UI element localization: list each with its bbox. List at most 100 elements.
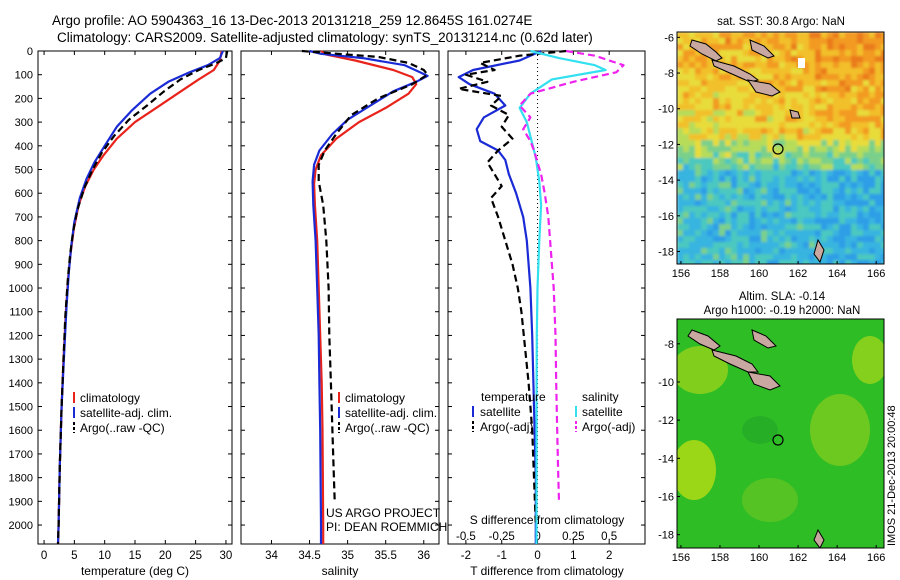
- sst-cell: [815, 56, 822, 63]
- sst-cell: [827, 38, 834, 45]
- sst-cell: [815, 134, 822, 141]
- series-line-s-argo-adj-: [518, 49, 625, 502]
- sst-cell: [725, 170, 732, 177]
- sst-cell: [695, 86, 702, 93]
- x-tick-label: 0: [534, 550, 540, 562]
- sst-cell: [815, 164, 822, 171]
- map-y-tick-label: -18: [658, 247, 674, 259]
- sst-cell: [803, 152, 810, 159]
- sst-cell: [755, 176, 762, 183]
- sst-cell: [707, 74, 714, 81]
- sst-cell: [797, 50, 804, 57]
- sst-cell: [869, 128, 876, 135]
- sst-cell: [725, 116, 732, 123]
- depth-tick-label: 1000: [9, 283, 33, 295]
- sst-cell: [827, 92, 834, 99]
- sst-cell: [725, 254, 732, 261]
- sst-cell: [809, 44, 816, 51]
- sst-cell: [731, 122, 738, 129]
- sst-cell: [815, 260, 822, 264]
- salinity-axes: [240, 50, 440, 545]
- sst-cell: [869, 104, 876, 111]
- sst-cell: [749, 218, 756, 225]
- sst-cell: [731, 110, 738, 117]
- x-tick-label: 20: [159, 550, 172, 562]
- sst-cell: [779, 80, 786, 87]
- sst-cell: [761, 68, 768, 75]
- sst-cell: [821, 38, 828, 45]
- sst-cell: [695, 194, 702, 201]
- sst-cell: [875, 218, 882, 225]
- sst-cell: [761, 32, 768, 39]
- sst-cell: [749, 242, 756, 249]
- sst-cell: [809, 212, 816, 219]
- sst-cell: [821, 176, 828, 183]
- sst-cell: [809, 152, 816, 159]
- sst-cell: [761, 92, 768, 99]
- sst-cell: [797, 206, 804, 213]
- sst-cell: [737, 98, 744, 105]
- sst-cell: [839, 206, 846, 213]
- sst-cell: [737, 44, 744, 51]
- sst-cell: [815, 182, 822, 189]
- sst-cell: [719, 122, 726, 129]
- sst-cell: [881, 200, 884, 207]
- sst-cell: [779, 218, 786, 225]
- sst-cell: [863, 254, 870, 261]
- sst-cell: [815, 224, 822, 231]
- sst-cell: [809, 140, 816, 147]
- sst-cell: [749, 260, 756, 264]
- sst-cell: [677, 146, 684, 153]
- sst-cell: [713, 236, 720, 243]
- sst-cell: [677, 182, 684, 189]
- sst-cell: [809, 80, 816, 87]
- sst-cell: [725, 182, 732, 189]
- sst-cell: [815, 44, 822, 51]
- sst-cell: [701, 152, 708, 159]
- sst-cell: [827, 224, 834, 231]
- sst-cell: [677, 188, 684, 195]
- sst-cell: [833, 254, 840, 261]
- sst-cell: [767, 158, 774, 165]
- sst-cell: [767, 38, 774, 45]
- sst-cell: [749, 122, 756, 129]
- sst-cell: [821, 212, 828, 219]
- sst-cell: [791, 164, 798, 171]
- sst-cell: [881, 176, 884, 183]
- sst-cell: [695, 260, 702, 264]
- sst-cell: [713, 218, 720, 225]
- sst-cell: [821, 104, 828, 111]
- sst-cell: [689, 218, 696, 225]
- sst-cell: [785, 122, 792, 129]
- sst-cell: [677, 134, 684, 141]
- sst-cell: [785, 230, 792, 237]
- sst-cell: [731, 50, 738, 57]
- sst-cell: [875, 146, 882, 153]
- sst-cell: [749, 170, 756, 177]
- sst-cell: [851, 170, 858, 177]
- sst-cell: [839, 116, 846, 123]
- sst-cell: [809, 98, 816, 105]
- sst-cell: [779, 200, 786, 207]
- sst-cell: [845, 194, 852, 201]
- sst-cell: [683, 32, 690, 39]
- sst-cell: [821, 62, 828, 69]
- sst-cell: [719, 44, 726, 51]
- depth-tick-label: 500: [15, 165, 33, 177]
- sst-cell: [803, 80, 810, 87]
- sst-cell: [839, 86, 846, 93]
- sst-cell: [755, 164, 762, 171]
- sst-cell: [713, 116, 720, 123]
- sst-cell: [779, 62, 786, 69]
- sst-cell: [797, 92, 804, 99]
- sst-cell: [803, 260, 810, 264]
- sst-cell: [881, 122, 884, 129]
- sst-cell: [719, 152, 726, 159]
- argo-location-marker: [772, 143, 784, 155]
- sst-cell: [857, 92, 864, 99]
- sst-cell: [821, 44, 828, 51]
- sst-cell: [689, 236, 696, 243]
- depth-tick-label: 100: [15, 70, 33, 82]
- map-y-tick-label: -12: [658, 139, 674, 151]
